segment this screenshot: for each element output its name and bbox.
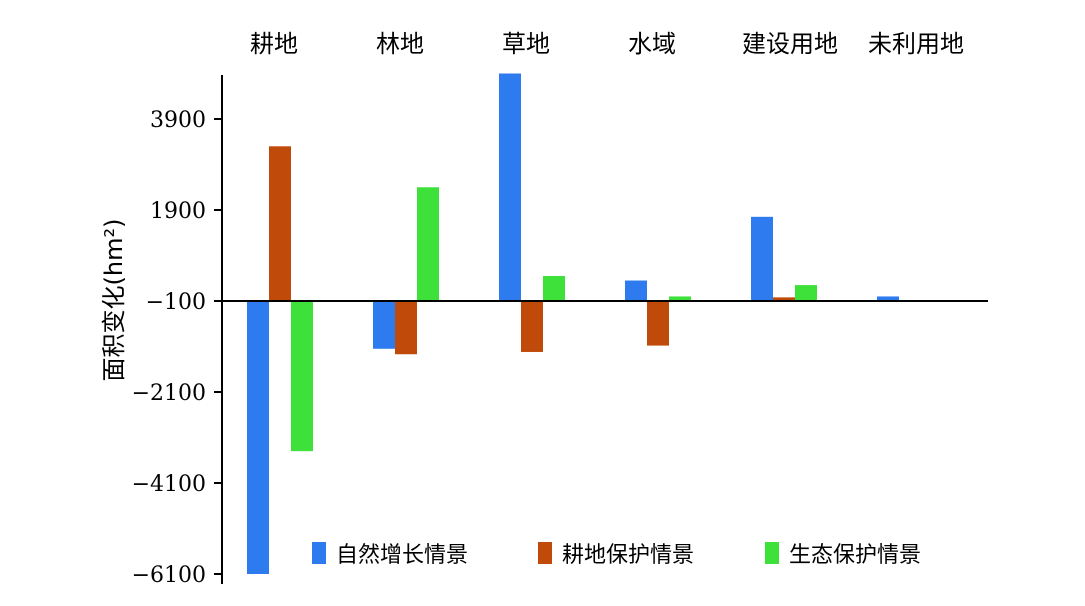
bar <box>877 296 899 301</box>
category-label: 未利用地 <box>868 30 964 58</box>
y-axis-label: 面积变化(hm²) <box>100 219 128 382</box>
bar <box>499 73 521 301</box>
axes: 3900 1900 −100 −2100 −4100 −6100 <box>132 75 988 588</box>
legend-swatch <box>765 542 779 564</box>
legend: 自然增长情景 耕地保护情景 生态保护情景 <box>312 542 921 568</box>
bar <box>543 275 565 301</box>
y-tick-label: 3900 <box>150 108 206 133</box>
bar <box>669 296 691 301</box>
bar <box>751 216 773 301</box>
bar <box>795 285 817 301</box>
bar <box>373 301 395 349</box>
category-label: 林地 <box>376 30 424 58</box>
bar <box>417 187 439 301</box>
bar <box>521 301 543 352</box>
category-label: 水域 <box>628 30 676 58</box>
legend-label: 耕地保护情景 <box>562 543 694 568</box>
y-tick-label: −2100 <box>132 381 206 406</box>
bar <box>647 301 669 346</box>
bar <box>773 297 795 301</box>
y-tick-label: −100 <box>146 290 206 315</box>
bar <box>247 301 269 574</box>
y-tick-label: −6100 <box>132 563 206 588</box>
legend-swatch <box>538 542 552 564</box>
legend-label: 自然增长情景 <box>336 543 468 568</box>
bar <box>291 301 313 452</box>
category-label: 耕地 <box>250 30 298 58</box>
y-tick-label: −4100 <box>132 472 206 497</box>
legend-label: 生态保护情景 <box>789 543 921 568</box>
bar <box>395 301 417 355</box>
category-label: 草地 <box>502 30 550 58</box>
bar <box>625 280 647 301</box>
y-tick-label: 1900 <box>150 199 206 224</box>
legend-swatch <box>312 542 326 564</box>
category-label: 建设用地 <box>742 30 838 58</box>
bars <box>247 73 899 574</box>
bar <box>269 146 291 301</box>
category-labels: 耕地 林地 草地 水域 建设用地 未利用地 <box>250 30 964 58</box>
